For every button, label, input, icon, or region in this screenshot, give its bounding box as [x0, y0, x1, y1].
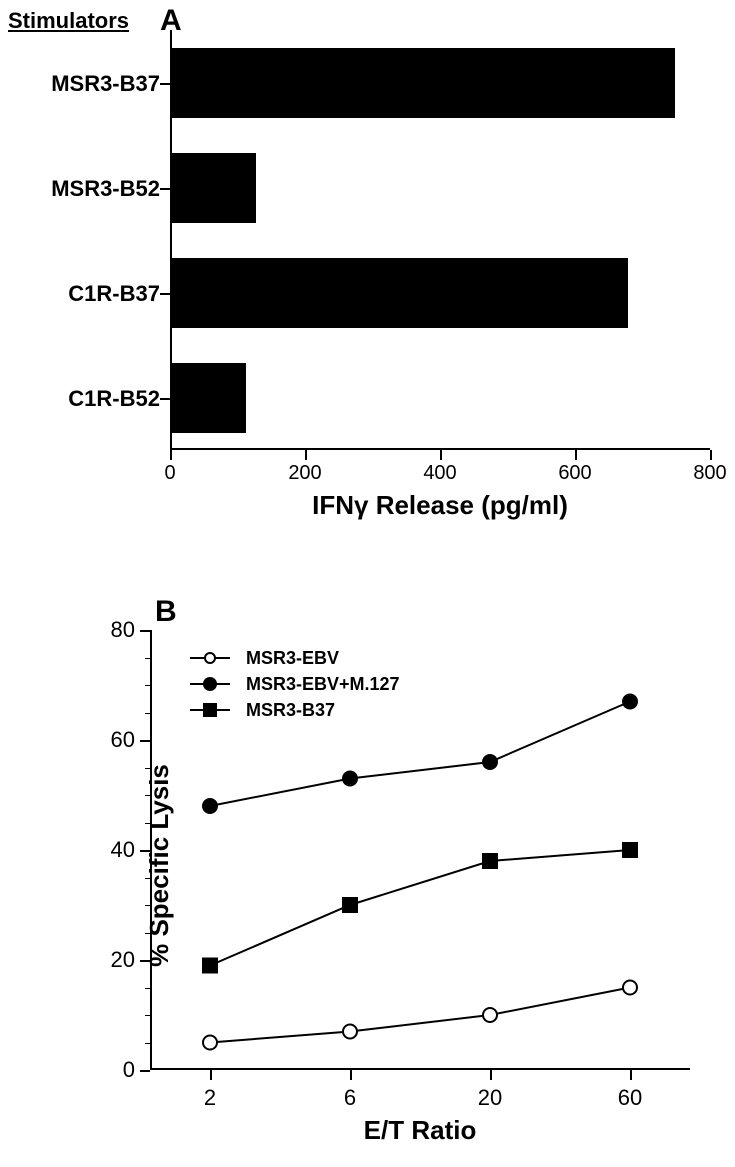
panel-b-y-minor-tick [145, 658, 150, 659]
panel-b-x-tick [490, 1070, 492, 1080]
legend: MSR3-EBV MSR3-EBV+M.127 MSR3-B37 [190, 645, 400, 723]
panel-a-x-tick [170, 450, 172, 460]
panel-a-x-tick [305, 450, 307, 460]
panel-b-y-minor-tick [145, 713, 150, 714]
panel-b-x-tick-label: 60 [618, 1085, 642, 1111]
panel-a-y-tick [160, 398, 170, 400]
circle-filled-icon [203, 677, 217, 691]
circle-open-icon [204, 652, 216, 664]
panel-b-y-tick-label: 80 [111, 617, 135, 643]
panel-a-y-tick [160, 293, 170, 295]
series-line [210, 988, 630, 1043]
legend-label: MSR3-B37 [246, 700, 335, 721]
panel-a-x-tick-label: 800 [693, 462, 726, 485]
panel-b-y-tick [140, 740, 150, 742]
panel-a-x-tick [575, 450, 577, 460]
panel-b: B MSR3-EBV MSR3-EBV+M.127 MSR3-B37 % Spe… [0, 595, 735, 1155]
panel-b-x-tick-label: 2 [204, 1085, 216, 1111]
panel-b-y-minor-tick [145, 823, 150, 824]
panel-b-x-axis-label: E/T Ratio [150, 1115, 690, 1146]
panel-a-x-tick-label: 400 [423, 462, 456, 485]
square-filled-icon [622, 842, 638, 858]
panel-b-y-minor-tick [145, 685, 150, 686]
circle-open-icon [623, 981, 637, 995]
bar-category-label: C1R-B37 [0, 281, 160, 307]
panel-a-y-tick [160, 188, 170, 190]
panel-b-x-tick-label: 20 [478, 1085, 502, 1111]
panel-a-x-tick [710, 450, 712, 460]
panel-b-y-tick [140, 630, 150, 632]
panel-b-y-minor-tick [145, 795, 150, 796]
panel-a: Stimulators A 0200400600800 IFNγ Release… [0, 0, 735, 550]
bar-category-label: MSR3-B37 [0, 71, 160, 97]
bar [172, 48, 675, 118]
legend-line-icon [190, 657, 230, 659]
panel-b-y-tick-label: 60 [111, 727, 135, 753]
circle-filled-icon [342, 771, 358, 787]
panel-a-x-tick-label: 600 [558, 462, 591, 485]
legend-item-msr3-b37: MSR3-B37 [190, 697, 400, 723]
circle-filled-icon [482, 754, 498, 770]
legend-label: MSR3-EBV [246, 648, 339, 669]
panel-b-y-minor-tick [145, 768, 150, 769]
panel-a-x-axis-label: IFNγ Release (pg/ml) [170, 490, 710, 521]
panel-b-x-tick [350, 1070, 352, 1080]
bar [172, 258, 628, 328]
panel-a-x-tick [440, 450, 442, 460]
circle-filled-icon [202, 798, 218, 814]
bar [172, 153, 256, 223]
panel-b-y-tick-label: 40 [111, 837, 135, 863]
circle-open-icon [343, 1025, 357, 1039]
square-filled-icon [342, 897, 358, 913]
panel-b-y-minor-tick [145, 988, 150, 989]
panel-b-y-tick-label: 0 [123, 1057, 135, 1083]
bar-category-label: C1R-B52 [0, 386, 160, 412]
bar-chart-area [170, 30, 710, 450]
panel-b-y-tick [140, 850, 150, 852]
legend-label: MSR3-EBV+M.127 [246, 674, 400, 695]
panel-b-x-tick [630, 1070, 632, 1080]
legend-line-icon [190, 683, 230, 685]
panel-a-x-tick-label: 0 [164, 462, 175, 485]
circle-filled-icon [622, 694, 638, 710]
panel-b-y-tick-label: 20 [111, 947, 135, 973]
panel-b-letter: B [155, 595, 177, 629]
circle-open-icon [483, 1008, 497, 1022]
panel-b-y-minor-tick [145, 878, 150, 879]
stimulators-heading: Stimulators [8, 8, 129, 34]
panel-b-y-tick [140, 1070, 150, 1072]
square-filled-icon [203, 703, 217, 717]
panel-a-x-tick-label: 200 [288, 462, 321, 485]
bar [172, 363, 246, 433]
series-line [210, 850, 630, 966]
panel-b-y-minor-tick [145, 905, 150, 906]
square-filled-icon [482, 853, 498, 869]
legend-item-msr3-ebv-m127: MSR3-EBV+M.127 [190, 671, 400, 697]
panel-b-y-minor-tick [145, 1015, 150, 1016]
legend-item-msr3-ebv: MSR3-EBV [190, 645, 400, 671]
panel-b-y-minor-tick [145, 933, 150, 934]
bar-category-label: MSR3-B52 [0, 176, 160, 202]
panel-b-x-tick [210, 1070, 212, 1080]
square-filled-icon [202, 958, 218, 974]
circle-open-icon [203, 1036, 217, 1050]
panel-b-x-tick-label: 6 [344, 1085, 356, 1111]
panel-b-y-minor-tick [145, 1043, 150, 1044]
legend-line-icon [190, 709, 230, 711]
panel-b-y-tick [140, 960, 150, 962]
panel-a-y-tick [160, 83, 170, 85]
